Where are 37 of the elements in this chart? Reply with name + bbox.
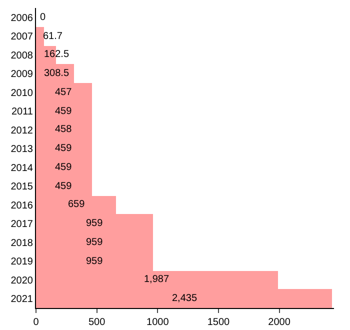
- data-label: 459: [55, 106, 72, 117]
- data-label: 308.5: [44, 68, 70, 79]
- data-label: 1,987: [144, 274, 170, 285]
- y-tick-label: 2008: [10, 50, 34, 62]
- y-tick-label: 2016: [10, 200, 34, 212]
- y-tick-label: 2010: [10, 88, 34, 99]
- y-tick-label: 2007: [10, 32, 34, 43]
- y-tick-label: 2015: [10, 182, 34, 193]
- y-tick-label: 2012: [10, 125, 34, 136]
- y-tick-label: 2014: [10, 162, 34, 174]
- data-label: 458: [55, 124, 72, 135]
- x-tick-label: 2000: [268, 317, 291, 328]
- y-tick-label: 2011: [11, 106, 34, 118]
- data-label: 959: [86, 218, 104, 229]
- data-label: 459: [55, 162, 72, 173]
- data-label: 162.5: [44, 49, 70, 60]
- data-label: 959: [86, 256, 104, 267]
- y-tick-label: 2021: [10, 294, 34, 306]
- data-label: 2,435: [172, 293, 198, 304]
- data-label: 0: [40, 12, 46, 23]
- data-label: 61.7: [43, 31, 63, 42]
- x-tick-label: 1500: [207, 317, 230, 328]
- x-tick-label: 0: [33, 317, 40, 328]
- data-label: 659: [68, 199, 86, 210]
- y-tick-label: 2006: [10, 12, 34, 24]
- data-label: 959: [86, 237, 104, 248]
- y-tick-label: 2020: [10, 275, 34, 286]
- y-tick-label: 2013: [10, 144, 34, 156]
- y-tick-label: 2018: [10, 238, 34, 249]
- y-tick-label: 2017: [10, 219, 34, 230]
- data-label: 457: [55, 87, 72, 98]
- data-label: 459: [55, 143, 72, 154]
- data-label: 459: [55, 181, 72, 192]
- x-tick-label: 500: [88, 317, 106, 328]
- x-tick-label: 1000: [146, 317, 170, 328]
- y-tick-label: 2019: [10, 256, 34, 268]
- y-tick-label: 2009: [10, 69, 34, 80]
